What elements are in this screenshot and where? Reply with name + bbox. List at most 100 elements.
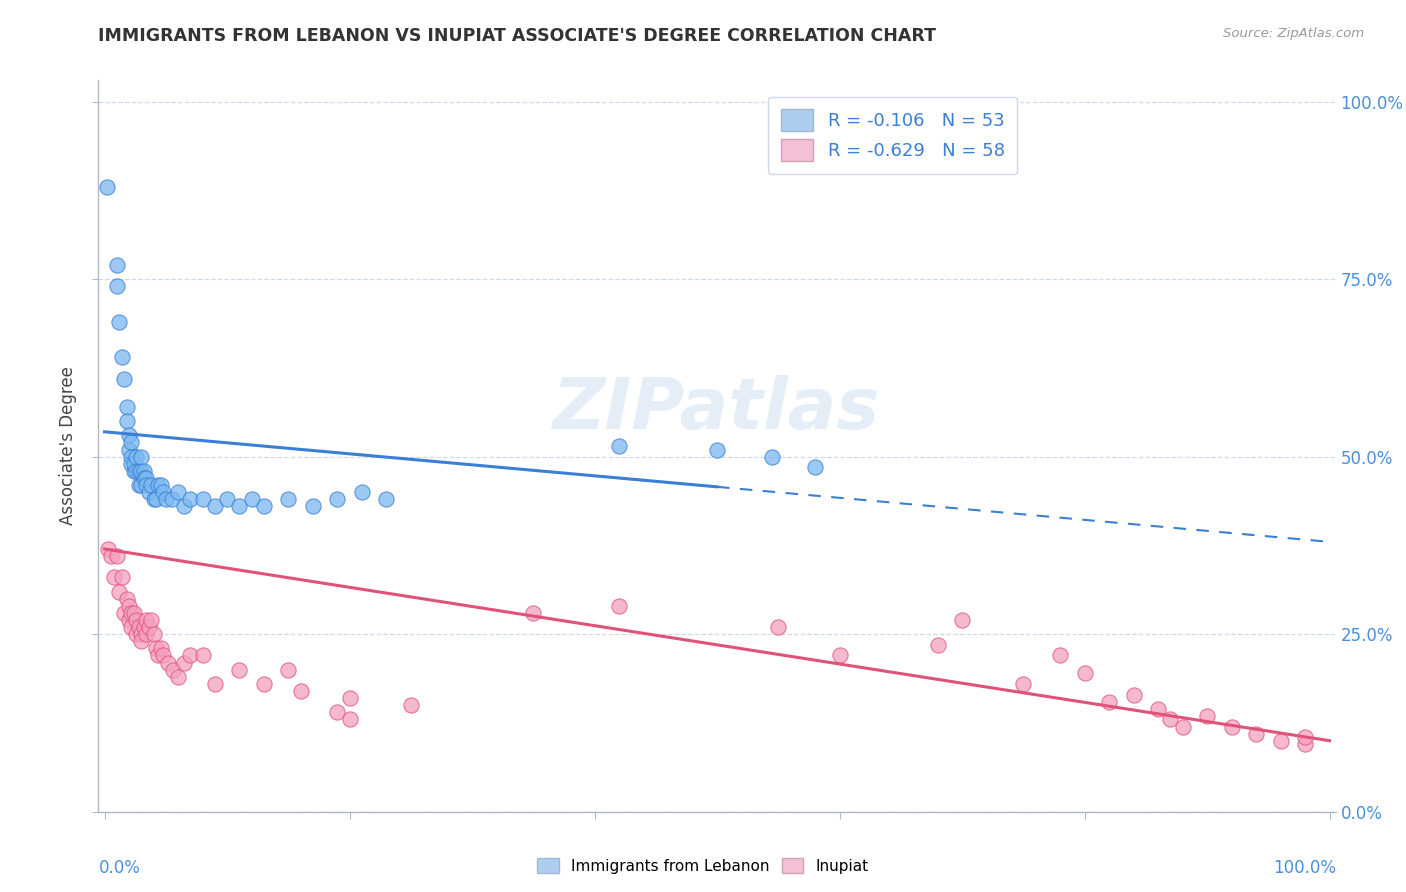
Point	[152, 648, 174, 663]
Point	[522, 606, 544, 620]
Point	[121, 606, 143, 620]
Point	[1294, 730, 1316, 744]
Point	[326, 706, 349, 720]
Point	[108, 584, 131, 599]
Point	[204, 677, 226, 691]
Point	[152, 485, 174, 500]
Point	[128, 620, 150, 634]
Point	[115, 414, 138, 428]
Point	[125, 464, 148, 478]
Point	[204, 500, 226, 514]
Point	[1197, 709, 1219, 723]
Point	[118, 599, 141, 613]
Point	[135, 613, 157, 627]
Point	[191, 648, 214, 663]
Point	[148, 648, 170, 663]
Point	[277, 663, 299, 677]
Point	[132, 464, 155, 478]
Point	[115, 591, 138, 606]
Point	[96, 179, 118, 194]
Point	[149, 641, 172, 656]
Text: 100.0%: 100.0%	[1272, 859, 1336, 877]
Legend: R = -0.106   N = 53, R = -0.629   N = 58: R = -0.106 N = 53, R = -0.629 N = 58	[768, 96, 1018, 174]
Point	[1171, 719, 1194, 733]
Point	[118, 442, 141, 457]
Point	[135, 478, 157, 492]
Point	[301, 500, 323, 514]
Point	[326, 492, 349, 507]
Point	[768, 620, 790, 634]
Point	[129, 478, 152, 492]
Point	[173, 500, 195, 514]
Legend: Immigrants from Lebanon, Inupiat: Immigrants from Lebanon, Inupiat	[531, 852, 875, 880]
Point	[240, 492, 263, 507]
Point	[253, 677, 276, 691]
Point	[160, 492, 183, 507]
Point	[145, 641, 167, 656]
Point	[111, 570, 134, 584]
Point	[950, 613, 973, 627]
Point	[112, 606, 135, 620]
Point	[135, 471, 157, 485]
Point	[129, 450, 152, 464]
Point	[139, 478, 162, 492]
Point	[155, 492, 177, 507]
Point	[129, 627, 152, 641]
Point	[1073, 666, 1095, 681]
Point	[121, 620, 143, 634]
Point	[1294, 737, 1316, 751]
Point	[111, 350, 134, 364]
Point	[927, 638, 949, 652]
Point	[121, 450, 143, 464]
Point	[290, 684, 312, 698]
Point	[132, 620, 155, 634]
Point	[139, 613, 162, 627]
Point	[607, 599, 630, 613]
Point	[118, 613, 141, 627]
Point	[191, 492, 214, 507]
Point	[157, 656, 180, 670]
Point	[105, 258, 128, 272]
Point	[103, 570, 125, 584]
Point	[215, 492, 238, 507]
Point	[128, 464, 150, 478]
Point	[1159, 713, 1181, 727]
Point	[162, 663, 184, 677]
Point	[100, 549, 122, 563]
Point	[828, 648, 851, 663]
Point	[1122, 688, 1144, 702]
Point	[1098, 695, 1121, 709]
Point	[607, 439, 630, 453]
Point	[339, 713, 361, 727]
Point	[112, 371, 135, 385]
Point	[122, 457, 145, 471]
Point	[761, 450, 783, 464]
Point	[135, 627, 157, 641]
Point	[125, 450, 148, 464]
Text: IMMIGRANTS FROM LEBANON VS INUPIAT ASSOCIATE'S DEGREE CORRELATION CHART: IMMIGRANTS FROM LEBANON VS INUPIAT ASSOC…	[98, 27, 936, 45]
Point	[142, 627, 165, 641]
Point	[167, 485, 190, 500]
Y-axis label: Associate's Degree: Associate's Degree	[59, 367, 77, 525]
Point	[149, 478, 172, 492]
Text: ZIPatlas: ZIPatlas	[554, 375, 880, 444]
Point	[122, 606, 145, 620]
Point	[148, 478, 170, 492]
Point	[125, 613, 148, 627]
Point	[118, 428, 141, 442]
Point	[277, 492, 299, 507]
Point	[167, 670, 190, 684]
Point	[129, 464, 152, 478]
Point	[128, 478, 150, 492]
Text: Source: ZipAtlas.com: Source: ZipAtlas.com	[1223, 27, 1364, 40]
Point	[804, 460, 827, 475]
Point	[145, 492, 167, 507]
Point	[125, 627, 148, 641]
Point	[105, 279, 128, 293]
Point	[253, 500, 276, 514]
Point	[1147, 702, 1170, 716]
Point	[1012, 677, 1035, 691]
Point	[706, 442, 728, 457]
Point	[138, 485, 160, 500]
Point	[179, 492, 201, 507]
